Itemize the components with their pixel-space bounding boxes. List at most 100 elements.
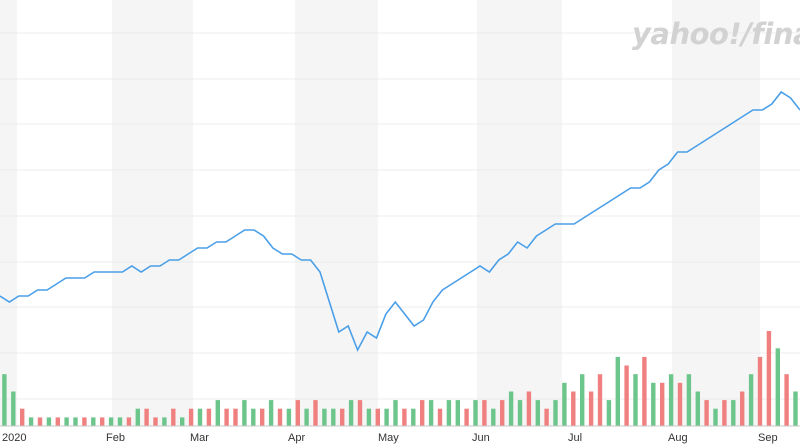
volume-bar	[135, 408, 140, 426]
volume-bar	[64, 417, 69, 426]
volume-bar	[553, 400, 558, 426]
x-tick-label: Apr	[288, 432, 305, 444]
yahoo-finance-logo: yahoo!/finance	[632, 17, 800, 51]
volume-bar	[206, 408, 212, 426]
x-axis-labels: 2020 Feb Mar Apr May Jun Jul Aug Sep	[2, 432, 778, 444]
volume-bar	[393, 400, 398, 426]
volume-bar	[517, 400, 523, 426]
volume-bar	[295, 400, 300, 426]
volume-bar	[748, 374, 754, 426]
volume-bar	[437, 408, 443, 426]
x-tick-label: Jul	[568, 432, 582, 444]
volume-bar	[268, 400, 274, 426]
month-band	[672, 0, 760, 426]
volume-bar	[224, 408, 229, 426]
volume-bar	[695, 391, 700, 426]
volume-bar	[562, 382, 567, 426]
volume-bar	[428, 400, 434, 426]
volume-bar	[304, 408, 309, 426]
price-line[interactable]	[0, 90, 800, 352]
volume-bar	[313, 400, 318, 426]
volume-bar	[384, 408, 389, 426]
volume-bar	[606, 400, 612, 426]
volume-bar	[740, 391, 745, 426]
month-shading	[0, 0, 760, 426]
volume-bar	[677, 382, 683, 426]
volume-bar	[82, 417, 87, 426]
x-tick-label: May	[378, 432, 399, 444]
volume-bar	[340, 408, 345, 426]
volume-bar	[722, 400, 727, 426]
volume-bar	[375, 408, 380, 426]
volume-bar	[766, 331, 772, 426]
volume-bar	[500, 400, 505, 426]
volume-bar	[446, 400, 452, 426]
volume-bar	[402, 408, 407, 426]
volume-bar	[171, 408, 176, 426]
volume-bar	[757, 356, 763, 426]
volume-bar	[535, 400, 540, 426]
volume-bar	[526, 391, 532, 426]
volume-bar	[100, 417, 105, 426]
volume-bar	[117, 417, 123, 426]
month-band	[477, 0, 562, 426]
x-tick-label: Sep	[758, 432, 778, 444]
month-band	[295, 0, 378, 426]
month-band	[112, 0, 193, 426]
volume-bar	[357, 400, 363, 426]
volume-bar	[668, 374, 674, 426]
volume-bar	[411, 408, 416, 426]
volume-bar	[144, 408, 149, 426]
volume-bar	[233, 408, 238, 426]
volume-bar	[108, 417, 114, 426]
volume-bar	[251, 408, 256, 426]
volume-bar	[464, 408, 469, 426]
volume-bar	[455, 400, 460, 426]
volume-bar	[704, 400, 709, 426]
volume-bar	[126, 417, 132, 426]
x-tick-label: Mar	[190, 432, 209, 444]
volume-bar	[660, 382, 665, 426]
volume-bars	[2, 331, 798, 426]
volume-bar	[651, 382, 656, 426]
volume-bar	[588, 391, 594, 426]
volume-bar	[633, 374, 638, 426]
volume-bar	[37, 417, 43, 426]
x-tick-label: Feb	[106, 432, 125, 444]
volume-bar	[91, 417, 96, 426]
month-band	[0, 0, 17, 426]
volume-bar	[775, 348, 780, 426]
volume-bar	[153, 417, 158, 426]
volume-bar	[793, 391, 798, 426]
volume-bar	[615, 356, 620, 426]
volume-bar	[197, 408, 203, 426]
volume-bar	[180, 417, 185, 426]
volume-bar	[624, 365, 629, 426]
volume-bar	[2, 374, 7, 426]
x-tick-label: 2020	[2, 432, 26, 444]
volume-bar	[784, 374, 789, 426]
volume-bar	[286, 408, 292, 426]
volume-bar	[28, 417, 34, 426]
volume-bar	[277, 408, 283, 426]
volume-bar	[366, 408, 372, 426]
x-tick-label: Jun	[472, 432, 490, 444]
volume-bar	[162, 417, 167, 426]
volume-bar	[242, 400, 247, 426]
volume-bar	[73, 417, 78, 426]
volume-bar	[11, 391, 16, 426]
volume-bar	[731, 400, 736, 426]
volume-bar	[55, 417, 60, 426]
volume-bar	[420, 400, 425, 426]
volume-bar	[215, 400, 220, 426]
volume-bar	[508, 391, 514, 426]
x-tick-label: Aug	[668, 432, 688, 444]
volume-bar	[597, 374, 603, 426]
volume-bar	[544, 408, 549, 426]
volume-bar	[482, 400, 487, 426]
volume-bar	[20, 408, 25, 426]
volume-bar	[571, 391, 576, 426]
volume-bar	[580, 374, 585, 426]
